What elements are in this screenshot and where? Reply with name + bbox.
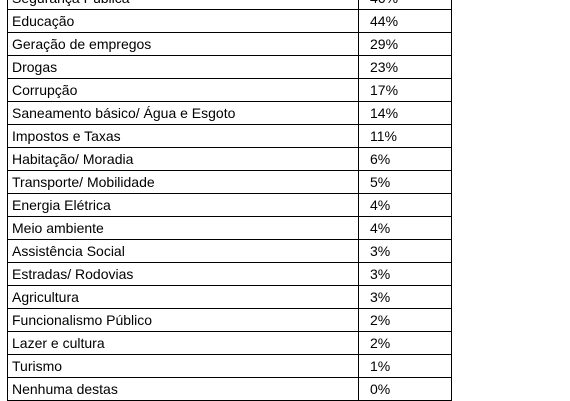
table-row: Funcionalismo Público 2% [7,308,452,332]
table-row: Energia Elétrica 4% [7,193,452,217]
row-value: 46% [358,0,452,10]
row-value: 6% [358,147,452,171]
row-value: 1% [358,354,452,378]
row-label: Habitação/ Moradia [7,147,359,171]
table-row: Impostos e Taxas 11% [7,124,452,148]
table-row: Educação 44% [7,9,452,33]
row-value: 2% [358,331,452,355]
row-value: 44% [358,9,452,33]
table-row: Drogas 23% [7,55,452,79]
row-label: Energia Elétrica [7,193,359,217]
row-label: Educação [7,9,359,33]
row-label: Lazer e cultura [7,331,359,355]
table-row: Agricultura 3% [7,285,452,309]
row-label: Saneamento básico/ Água e Esgoto [7,101,359,125]
row-value: 3% [358,239,452,263]
row-value: 4% [358,216,452,240]
row-label: Corrupção [7,78,359,102]
row-label: Estradas/ Rodovias [7,262,359,286]
table-row: Nenhuma destas 0% [7,377,452,401]
row-value: 5% [358,170,452,194]
row-label: Geração de empregos [7,32,359,56]
table-row: Saneamento básico/ Água e Esgoto 14% [7,101,452,125]
table-row: Estradas/ Rodovias 3% [7,262,452,286]
row-value: 2% [358,308,452,332]
row-value: 14% [358,101,452,125]
row-value: 3% [358,262,452,286]
row-label: Assistência Social [7,239,359,263]
row-label: Transporte/ Mobilidade [7,170,359,194]
row-label: Impostos e Taxas [7,124,359,148]
row-value: 0% [358,377,452,401]
table-row: Transporte/ Mobilidade 5% [7,170,452,194]
row-value: 11% [358,124,452,148]
table-row: Corrupção 17% [7,78,452,102]
row-value: 4% [358,193,452,217]
row-label: Turismo [7,354,359,378]
row-label: Meio ambiente [7,216,359,240]
row-label: Segurança Pública [7,0,359,10]
table-row: Geração de empregos 29% [7,32,452,56]
row-label: Nenhuma destas [7,377,359,401]
row-value: 17% [358,78,452,102]
table-row: Turismo 1% [7,354,452,378]
table-row: Lazer e cultura 2% [7,331,452,355]
row-value: 3% [358,285,452,309]
table-row: Habitação/ Moradia 6% [7,147,452,171]
table-row: Assistência Social 3% [7,239,452,263]
table-row: Meio ambiente 4% [7,216,452,240]
row-value: 29% [358,32,452,56]
row-value: 23% [358,55,452,79]
row-label: Agricultura [7,285,359,309]
row-label: Drogas [7,55,359,79]
table-row: Segurança Pública46% [7,0,452,10]
row-label: Funcionalismo Público [7,308,359,332]
